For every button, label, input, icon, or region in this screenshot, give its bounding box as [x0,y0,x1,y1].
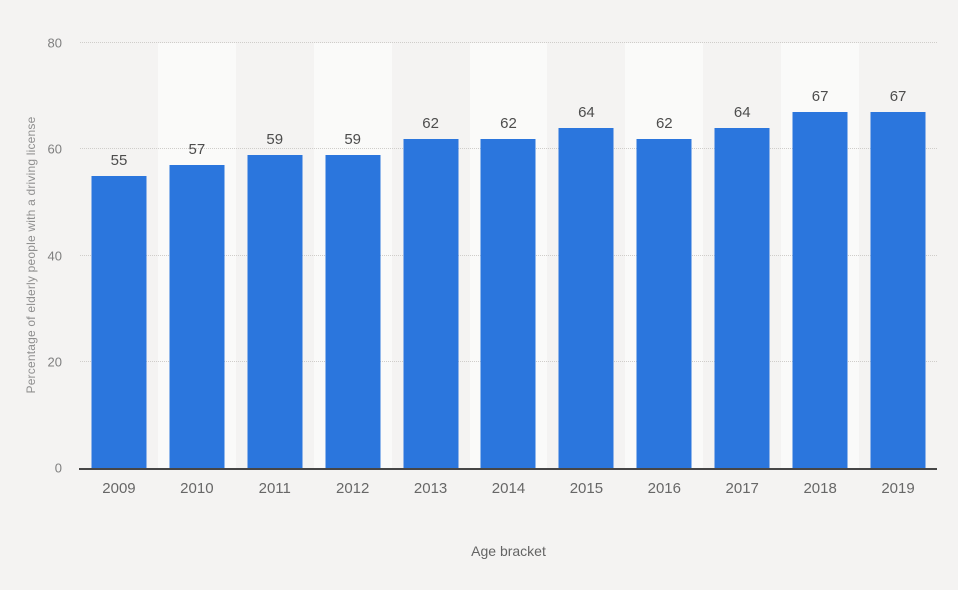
bar[interactable] [636,138,692,468]
bar[interactable] [247,154,303,468]
bar-column: 64 2015 [547,43,625,497]
bar-value-label: 62 [500,114,517,132]
bar[interactable] [325,154,381,468]
x-tick-label: 2018 [803,480,837,497]
bar[interactable] [870,112,926,468]
x-tick-label: 2015 [569,480,604,497]
x-tick-label: 2014 [491,480,526,497]
plot-area: 0 20 40 60 80 55 2009 57 2010 59 2011 59 2012 62 2013 6… [48,36,937,497]
bar-value-label: 67 [811,88,829,106]
y-tick-label: 80 [47,35,62,51]
bar-value-label: 62 [655,114,673,132]
bar[interactable] [558,128,614,468]
bar-column: 62 2013 [392,43,470,497]
bar-column: 62 2016 [625,43,703,497]
bar-column: 59 2011 [236,43,314,497]
x-tick-label: 2019 [881,480,915,497]
bar-column: 67 2018 [781,43,859,497]
y-axis-title: Percentage of elderly people with a driv… [24,116,38,394]
bar-value-label: 64 [578,104,595,121]
x-axis-title: Age bracket [471,543,546,559]
bar-value-label: 59 [344,130,362,148]
x-tick-label: 2011 [258,480,291,497]
bar-column: 59 2012 [314,43,392,497]
bar-column: 55 2009 [80,43,158,497]
x-tick-label: 2016 [647,480,681,497]
gridline [80,42,937,43]
bar-value-label: 55 [110,151,128,169]
bar[interactable] [169,165,225,468]
bar[interactable] [403,138,459,468]
bar-column: 64 2017 [703,43,781,497]
x-tick-label: 2012 [335,480,370,497]
bar-column: 57 2010 [158,43,236,497]
bar[interactable] [792,112,848,468]
x-axis-line [79,468,937,470]
x-tick-label: 2010 [180,480,214,497]
y-tick-label: 60 [47,141,62,157]
bar-value-label: 62 [422,114,439,132]
x-tick-label: 2013 [413,480,448,497]
x-tick-label: 2017 [725,480,759,497]
bar[interactable] [480,138,536,468]
x-tick-label: 2009 [102,480,136,497]
bar-value-label: 67 [889,88,907,106]
bar[interactable] [714,128,770,468]
bar-value-label: 64 [733,104,751,121]
bar-column: 62 2014 [470,43,548,497]
y-tick-label: 20 [47,354,62,370]
bar-value-label: 57 [188,141,206,159]
bar[interactable] [91,175,147,468]
bar-value-label: 59 [266,130,284,148]
y-tick-label: 0 [54,460,62,476]
y-tick-label: 40 [47,248,62,263]
bar-column: 67 2019 [859,43,937,497]
